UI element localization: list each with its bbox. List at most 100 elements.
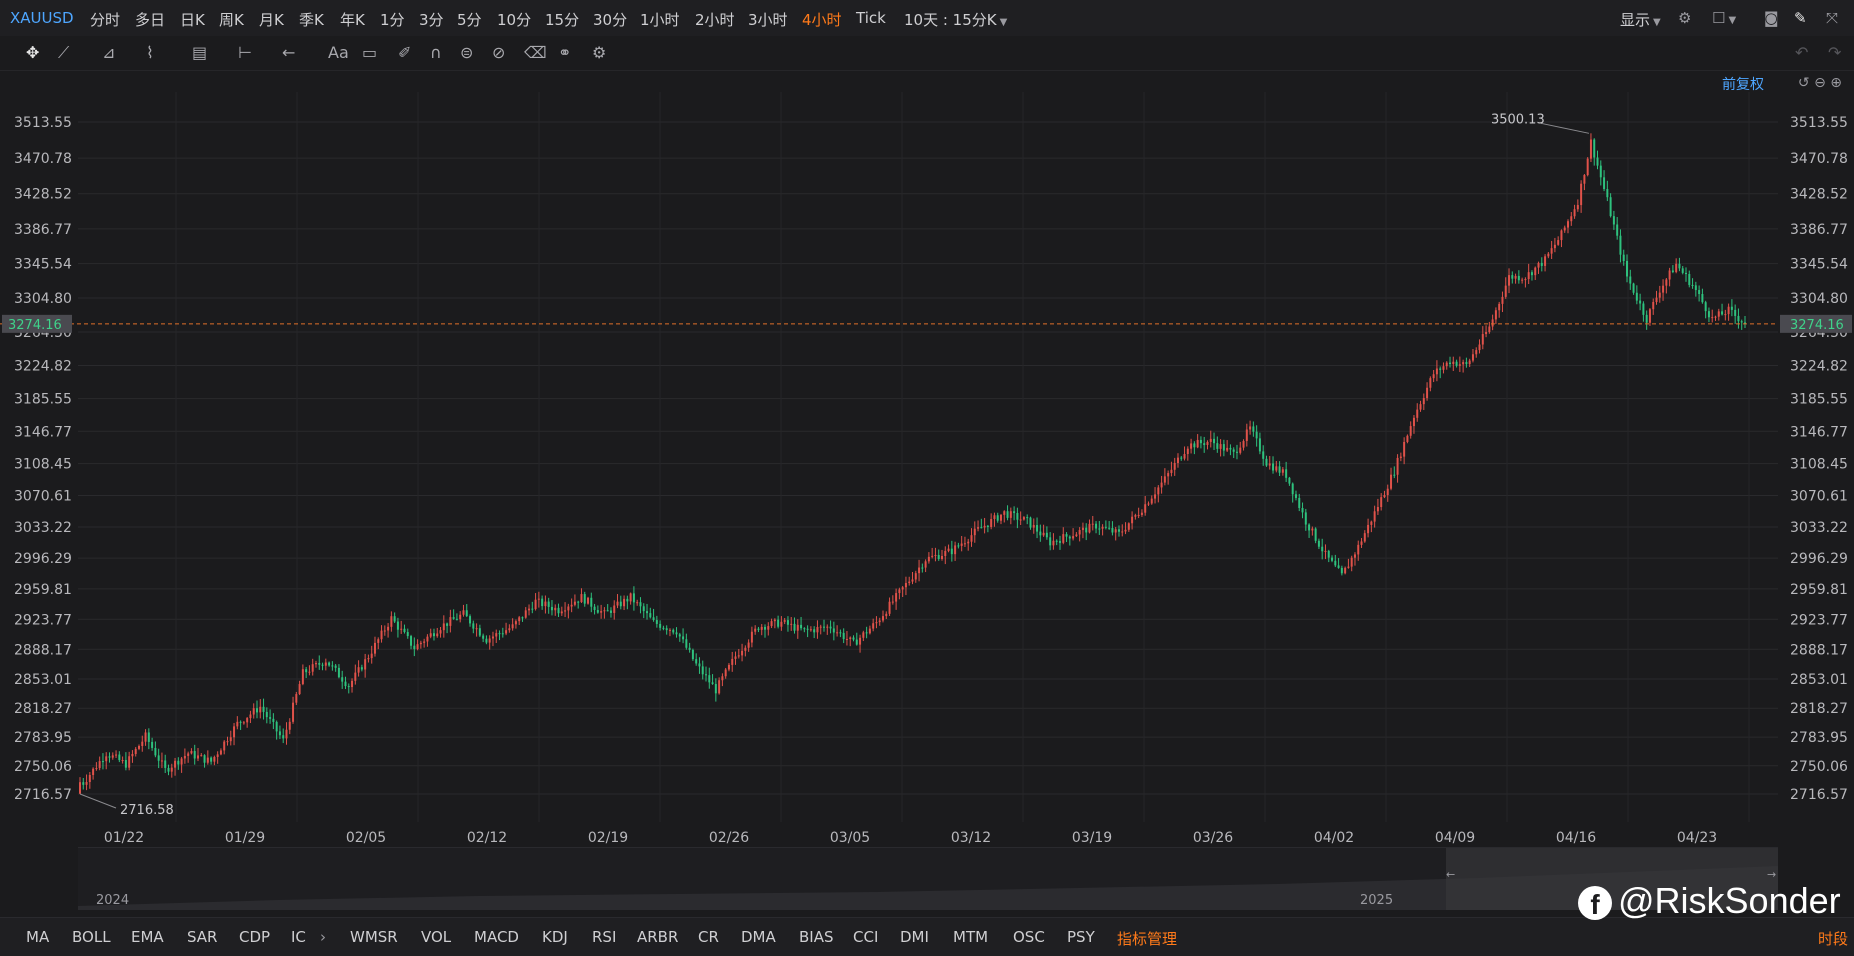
fib-tool-icon[interactable]: ▤ bbox=[192, 43, 208, 62]
indicator-tab[interactable]: MTM bbox=[953, 928, 989, 946]
tool-settings-icon[interactable]: ⚙ bbox=[592, 43, 607, 62]
period-tab[interactable]: 2小时 bbox=[695, 11, 735, 29]
candle-body bbox=[1435, 368, 1438, 375]
camera-icon[interactable]: ◙ bbox=[1764, 9, 1779, 27]
arrow-tool-icon[interactable]: ← bbox=[282, 43, 296, 62]
period-tab[interactable]: 日K bbox=[180, 11, 205, 29]
chevron-right-icon[interactable]: › bbox=[320, 928, 326, 946]
candle-body bbox=[1121, 531, 1124, 533]
pencil-icon[interactable]: ✎ bbox=[1794, 9, 1807, 27]
indicator-tab[interactable]: WMSR bbox=[350, 928, 398, 946]
period-tab[interactable]: 1小时 bbox=[640, 11, 680, 29]
indicator-tab[interactable]: EMA bbox=[131, 928, 164, 946]
indicator-tab[interactable]: RSI bbox=[592, 928, 617, 946]
candle-body bbox=[239, 721, 242, 723]
time-navigator[interactable]: 2024 2025 ← → bbox=[78, 847, 1778, 910]
candle-body bbox=[800, 624, 803, 629]
x-tick-label: 03/12 bbox=[951, 830, 991, 846]
candle-body bbox=[210, 757, 213, 762]
lock-icon[interactable]: ⊜ bbox=[460, 43, 474, 62]
layout-icon[interactable]: ☐ ▼ bbox=[1712, 9, 1737, 27]
candle-body bbox=[727, 664, 730, 670]
period-tab[interactable]: 3分 bbox=[419, 11, 444, 29]
hide-icon[interactable]: ⊘ bbox=[492, 43, 506, 62]
top-toolbar: XAUUSD 分时 多日 日K 周K 月K 季K 年K 1分 3分 5分 10分… bbox=[0, 0, 1854, 37]
indicator-tab[interactable]: DMA bbox=[741, 928, 776, 946]
channel-tool-icon[interactable]: ⊿ bbox=[102, 43, 116, 62]
indicator-tab[interactable]: DMI bbox=[900, 928, 929, 946]
period-tab[interactable]: 季K bbox=[299, 11, 324, 29]
range-select[interactable]: 10天 : 15分K ▼ bbox=[904, 9, 1007, 30]
navigator-left-handle-icon[interactable]: ← bbox=[1446, 868, 1456, 881]
candle-body bbox=[1714, 316, 1717, 318]
indicator-tab[interactable]: VOL bbox=[421, 928, 452, 946]
indicator-tab[interactable]: CR bbox=[698, 928, 719, 946]
candle-body bbox=[1422, 398, 1425, 405]
x-tick-label: 02/12 bbox=[467, 830, 507, 846]
settings-icon[interactable]: ⚙ bbox=[1678, 9, 1692, 27]
candle-body bbox=[872, 623, 875, 629]
candle-body bbox=[757, 628, 760, 630]
indicator-tab[interactable]: SAR bbox=[187, 928, 218, 946]
period-tab[interactable]: 月K bbox=[259, 11, 284, 29]
candle-body bbox=[347, 686, 350, 688]
y-tick-label-right: 3224.82 bbox=[1790, 358, 1848, 374]
indicator-tab[interactable]: CDP bbox=[239, 928, 271, 946]
wave-tool-icon[interactable]: ⌇ bbox=[146, 43, 154, 62]
move-icon[interactable]: ✥ bbox=[26, 43, 40, 62]
candle-body bbox=[1737, 315, 1740, 322]
price-chart[interactable]: 3513.55 3513.55 3470.78 3470.78 3428.52 3428.… bbox=[0, 70, 1854, 850]
candle-body bbox=[1383, 495, 1386, 498]
line-tool-icon[interactable]: ⟋ bbox=[58, 43, 70, 62]
comment-tool-icon[interactable]: ▭ bbox=[362, 43, 378, 62]
display-select[interactable]: 显示 ▼ bbox=[1620, 9, 1661, 30]
navigator-right-handle-icon[interactable]: → bbox=[1767, 868, 1777, 881]
period-tab[interactable]: 周K bbox=[219, 11, 244, 29]
indicator-manage-button[interactable]: 指标管理 bbox=[1117, 930, 1178, 948]
candle-body bbox=[170, 767, 173, 772]
period-tab-active[interactable]: 4小时 bbox=[802, 11, 842, 29]
indicator-tab[interactable]: BIAS bbox=[799, 928, 834, 946]
period-tab[interactable]: 分时 bbox=[90, 11, 121, 29]
candle-body bbox=[206, 757, 209, 763]
measure-tool-icon[interactable]: ⊢ bbox=[238, 43, 252, 62]
period-tab[interactable]: 3小时 bbox=[748, 11, 788, 29]
pen-tool-icon[interactable]: ✐ bbox=[398, 43, 412, 62]
magnet-icon[interactable]: ∩ bbox=[430, 43, 442, 62]
candle-body bbox=[1068, 536, 1071, 539]
adjust-mode-label[interactable]: 前复权 bbox=[1722, 77, 1764, 93]
symbol-label[interactable]: XAUUSD bbox=[10, 9, 74, 27]
indicator-tab[interactable]: CCI bbox=[853, 928, 879, 946]
period-tab[interactable]: 30分 bbox=[593, 11, 628, 29]
indicator-tab[interactable]: OSC bbox=[1013, 928, 1045, 946]
y-tick-label-left: 2923.77 bbox=[14, 612, 72, 628]
period-tab[interactable]: 多日 bbox=[135, 11, 166, 29]
undo-icon[interactable]: ↶ bbox=[1795, 43, 1809, 62]
period-tab[interactable]: 1分 bbox=[380, 11, 405, 29]
compare-icon[interactable]: ⚭ bbox=[558, 43, 572, 62]
indicator-tab[interactable]: KDJ bbox=[542, 928, 568, 946]
period-tab[interactable]: Tick bbox=[856, 9, 886, 27]
candle-body bbox=[233, 726, 236, 738]
period-tab[interactable]: 10分 bbox=[497, 11, 532, 29]
indicator-tab[interactable]: MACD bbox=[474, 928, 519, 946]
indicator-tab[interactable]: BOLL bbox=[72, 928, 111, 946]
period-tab[interactable]: 年K bbox=[340, 11, 365, 29]
indicator-tab[interactable]: IC bbox=[291, 928, 306, 946]
period-tab[interactable]: 5分 bbox=[457, 11, 482, 29]
indicator-tab[interactable]: ARBR bbox=[637, 928, 679, 946]
period-tab[interactable]: 15分 bbox=[545, 11, 580, 29]
trash-icon[interactable]: ⌫ bbox=[524, 43, 547, 62]
text-tool-icon[interactable]: Aa bbox=[328, 43, 349, 62]
candle-body bbox=[167, 767, 170, 772]
indicator-tab[interactable]: PSY bbox=[1067, 928, 1095, 946]
fullscreen-icon[interactable]: ⤧ bbox=[1826, 9, 1839, 27]
candle-body bbox=[898, 589, 901, 594]
zoom-controls[interactable]: ↺ ⊖ ⊕ bbox=[1798, 75, 1842, 91]
candle-body bbox=[288, 721, 291, 730]
zoom-out-icon: ⊖ bbox=[1814, 75, 1826, 91]
y-tick-label-left: 3224.82 bbox=[14, 358, 72, 374]
session-button[interactable]: 时段 bbox=[1818, 930, 1849, 948]
redo-icon[interactable]: ↷ bbox=[1828, 43, 1842, 62]
indicator-tab[interactable]: MA bbox=[26, 928, 50, 946]
